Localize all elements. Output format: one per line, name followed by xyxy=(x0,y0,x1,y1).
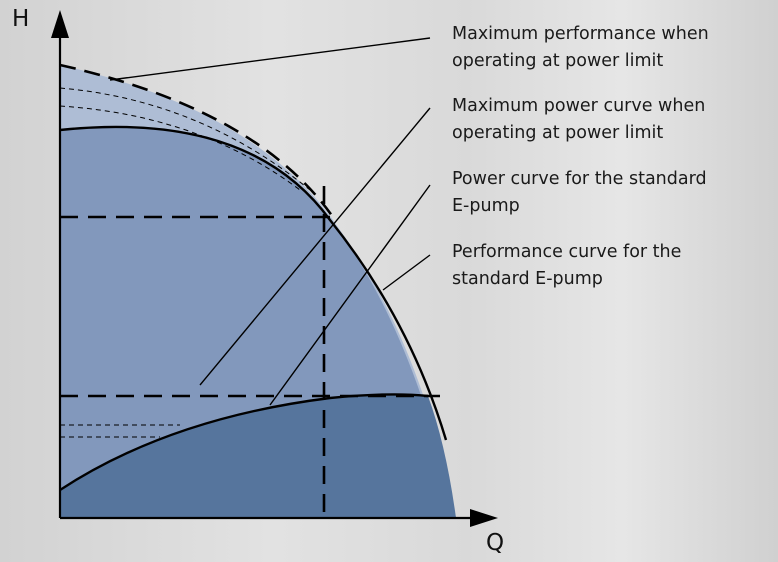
y-axis-arrowhead xyxy=(51,10,69,38)
callout-line: Power curve for the standard xyxy=(452,169,707,189)
thin-dashed-curve-2 xyxy=(59,105,301,191)
callout-standard-power: Power curve for the standard E-pump xyxy=(452,166,772,220)
x-axis-arrowhead xyxy=(470,509,498,527)
callout-line: operating at power limit xyxy=(452,123,664,143)
callout-max-performance: Maximum performance when operating at po… xyxy=(452,21,772,75)
callout-line: operating at power limit xyxy=(452,51,664,71)
callout-leader-3 xyxy=(269,184,431,406)
callout-max-power: Maximum power curve when operating at po… xyxy=(452,93,772,147)
max-performance-curve xyxy=(59,63,337,221)
callout-line: standard E-pump xyxy=(452,269,603,289)
callout-line: Performance curve for the xyxy=(452,242,682,262)
x-axis-label: Q xyxy=(486,530,505,556)
callout-line: Maximum performance when xyxy=(452,24,709,44)
callout-standard-performance: Performance curve for the standard E-pum… xyxy=(452,239,772,293)
callout-line: E-pump xyxy=(452,196,520,216)
callout-leader-1 xyxy=(109,37,431,81)
callout-leader-4 xyxy=(382,254,431,291)
power-region xyxy=(60,394,456,518)
standard-power-curve xyxy=(59,393,429,492)
callout-leader-2 xyxy=(199,107,431,386)
callout-line: Maximum power curve when xyxy=(452,96,706,116)
thin-dashed-curve-1 xyxy=(59,87,311,191)
y-axis-label: H xyxy=(12,6,30,32)
standard-performance-curve xyxy=(59,125,448,441)
